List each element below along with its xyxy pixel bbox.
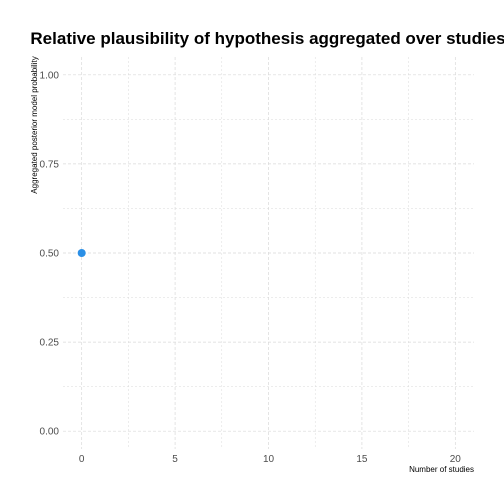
y-axis-label: Aggregated posterior model probability: [30, 56, 39, 193]
data-points: [77, 249, 86, 257]
y-tick-label: 0.75: [40, 159, 60, 170]
y-tick-label: 0.50: [40, 249, 60, 260]
y-tick-label: 0.25: [40, 338, 60, 349]
x-tick-label: 10: [263, 454, 275, 465]
y-tick-labels: 0.00 0.25 0.50 0.75 1.00: [40, 70, 60, 437]
x-tick-label: 15: [356, 454, 368, 465]
x-tick-label: 20: [450, 454, 462, 465]
x-tick-label: 5: [172, 454, 178, 465]
x-tick-label: 0: [79, 454, 85, 465]
x-tick-labels: 0 5 10 15 20: [79, 454, 461, 465]
major-gridlines: [63, 57, 474, 449]
x-axis-label: Number of studies: [409, 465, 474, 474]
y-tick-label: 1.00: [40, 70, 60, 81]
chart-title: Relative plausibility of hypothesis aggr…: [30, 29, 504, 48]
y-tick-label: 0.00: [40, 427, 60, 438]
data-point: [77, 249, 86, 257]
